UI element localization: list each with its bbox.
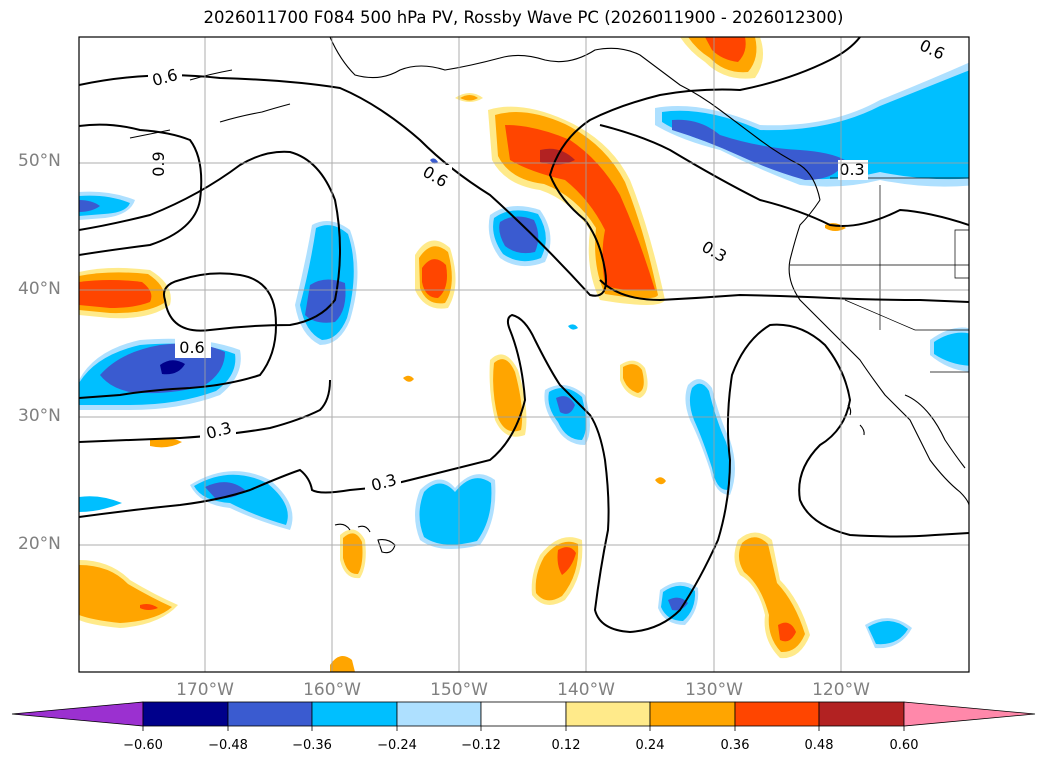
colorbar-tick: 0.24 [635, 738, 665, 753]
negative-anomaly-23n-150w [415, 474, 496, 549]
positive-anomaly-33n-137w [620, 360, 648, 398]
colorbar-tick: 0.48 [804, 738, 834, 753]
negative-anomaly-east-35n [930, 327, 969, 372]
coastlines [129, 37, 969, 554]
contour-label: 0.3 [839, 160, 864, 179]
lat-label-40n: 40°N [18, 279, 61, 299]
colorbar [11, 701, 1036, 731]
positive-anomaly-40n-155w [415, 240, 456, 309]
colorbar-bin [396, 701, 482, 727]
lon-label-170w: 170°W [176, 680, 234, 700]
contour-labels: 0.6 0.9 0.6 0.6 0.3 0.3 0.3 0.6 0.3 [148, 37, 950, 495]
contour-label: 0.6 [179, 338, 204, 357]
positive-anomaly-west-40n [79, 267, 171, 319]
colorbar-tick: 0.36 [720, 738, 750, 753]
lon-label-160w: 160°W [303, 680, 361, 700]
colorbar-bin [734, 701, 820, 727]
colorbar-tick: −0.12 [461, 738, 501, 753]
negative-anomaly-ne-pacific [655, 62, 969, 187]
lat-label-50n: 50°N [18, 151, 61, 171]
graticule [79, 37, 969, 672]
colorbar-bin [565, 701, 651, 727]
positive-anomaly-17n-125w [734, 532, 810, 659]
colorbar-bin [649, 701, 736, 727]
negative-anomaly-15n-133w [658, 581, 699, 625]
positive-anomaly-20n-158w [340, 529, 366, 579]
negative-anomaly-31n-141w [544, 385, 590, 445]
lon-label-120w: 120°W [812, 680, 870, 700]
colorbar-bin [227, 701, 313, 727]
colorbar-bin [311, 701, 398, 727]
colorbar-bin [142, 701, 229, 727]
lon-label-150w: 150°W [430, 680, 488, 700]
lat-label-30n: 30°N [18, 406, 61, 426]
lon-label-140w: 140°W [557, 680, 615, 700]
map-frame [78, 36, 970, 673]
colorbar-bin [818, 701, 905, 727]
negative-anomaly-30n-130w [685, 379, 735, 495]
contour-label: 0.9 [149, 151, 168, 176]
lon-label-130w: 130°W [685, 680, 743, 700]
negative-anomaly-west-47n [79, 191, 135, 220]
colorbar-bin [480, 701, 567, 727]
colorbar-tick: −0.60 [123, 738, 163, 753]
positive-anomaly-30n-146w [489, 354, 527, 437]
colorbar-under-arrow [11, 701, 144, 727]
positive-anomaly-north [680, 37, 764, 79]
colorbar-tick: −0.36 [292, 738, 332, 753]
colorbar-tick: −0.48 [208, 738, 248, 753]
lat-label-20n: 20°N [18, 534, 61, 554]
positive-anomaly-ridge [488, 106, 665, 306]
colorbar-tick: 0.60 [889, 738, 919, 753]
negative-anomaly-40n-160w [295, 221, 358, 345]
map-title: 2026011700 F084 500 hPa PV, Rossby Wave … [203, 8, 844, 27]
negative-anomaly-center-north [488, 206, 551, 267]
positive-anomaly-small-north [455, 93, 483, 102]
positive-anomaly-sw [79, 560, 178, 628]
negative-anomaly-33n-170w [79, 338, 241, 410]
negative-anomaly-14n-117w [865, 618, 912, 649]
colorbar-tick: −0.24 [377, 738, 417, 753]
colorbar-over-arrow [903, 701, 1036, 727]
colorbar-tick: 0.12 [551, 738, 581, 753]
negative-anomaly-23n-168w [79, 471, 293, 530]
positive-anomaly-18n-142w [531, 537, 583, 605]
